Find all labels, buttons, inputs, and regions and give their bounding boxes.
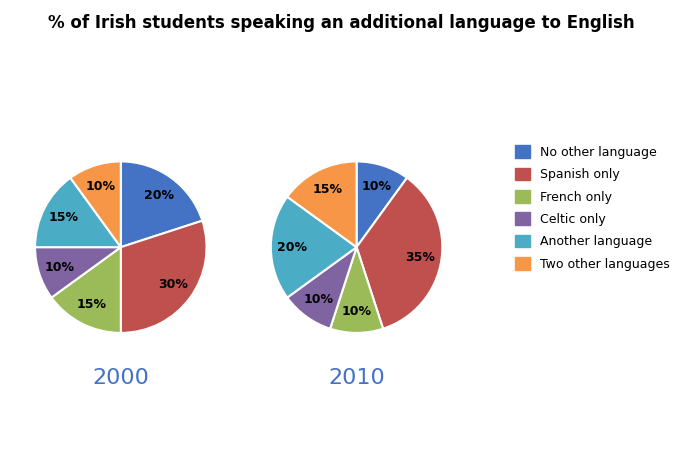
Wedge shape — [287, 247, 357, 328]
Text: 15%: 15% — [312, 183, 342, 196]
Text: 10%: 10% — [44, 261, 74, 274]
Text: 35%: 35% — [405, 251, 435, 264]
Wedge shape — [51, 247, 121, 333]
Text: 10%: 10% — [342, 305, 372, 318]
Text: 10%: 10% — [303, 293, 333, 306]
Wedge shape — [70, 161, 121, 247]
Wedge shape — [357, 178, 443, 328]
Text: 15%: 15% — [48, 212, 78, 225]
Wedge shape — [35, 178, 121, 247]
Text: 20%: 20% — [278, 241, 308, 254]
X-axis label: 2000: 2000 — [92, 368, 149, 388]
Wedge shape — [35, 247, 121, 298]
Text: 15%: 15% — [76, 298, 106, 311]
Wedge shape — [287, 161, 357, 247]
Text: 20%: 20% — [144, 188, 174, 201]
Wedge shape — [121, 221, 207, 333]
Text: 10%: 10% — [86, 180, 116, 193]
Text: 10%: 10% — [361, 180, 391, 193]
Text: 30%: 30% — [158, 279, 188, 292]
Wedge shape — [357, 161, 407, 247]
X-axis label: 2010: 2010 — [328, 368, 385, 388]
Wedge shape — [271, 197, 357, 298]
Legend: No other language, Spanish only, French only, Celtic only, Another language, Two: No other language, Spanish only, French … — [509, 139, 676, 277]
Text: % of Irish students speaking an additional language to English: % of Irish students speaking an addition… — [48, 14, 634, 32]
Wedge shape — [330, 247, 383, 333]
Wedge shape — [121, 161, 203, 247]
